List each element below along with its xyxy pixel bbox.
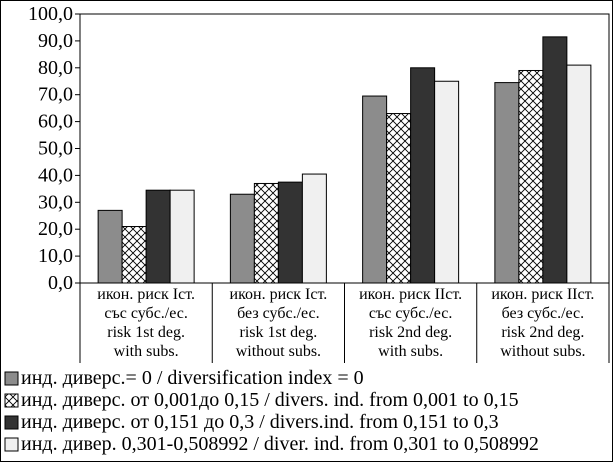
bar: [253, 182, 279, 284]
category-label: risk 1st deg.: [239, 324, 317, 341]
bar: [362, 95, 388, 284]
legend-label: инд. диверс. от 0,001до 0,15 / divers. i…: [21, 389, 519, 411]
category-label: икон. риск Iст.: [230, 286, 328, 303]
category-label: икон. риск Iст.: [97, 286, 195, 303]
bar: [121, 226, 147, 284]
bar: [97, 209, 123, 284]
category-label: със субс./ес.: [369, 305, 452, 322]
legend: инд. диверс.= 0 / diversification index …: [4, 367, 539, 455]
category-label: със субс./ес.: [104, 305, 187, 322]
legend-swatch: [4, 371, 19, 386]
bar: [277, 181, 303, 284]
bar: [229, 193, 255, 284]
bar: [386, 113, 412, 284]
y-tick-label: 40,0: [38, 164, 73, 186]
y-tick-label: 80,0: [38, 57, 73, 79]
category-label: икон. риск IIст.: [359, 286, 462, 303]
bar: [169, 189, 195, 284]
category-label: risk 2nd deg.: [369, 324, 452, 341]
bar: [566, 64, 592, 284]
y-tick-label: 70,0: [38, 84, 73, 106]
category-label: without subs.: [500, 343, 585, 360]
x-axis: икон. риск Iст. със субс./ес. risk 1st deg…: [79, 283, 610, 363]
y-tick-label: 100,0: [28, 3, 73, 25]
category-label: with subs.: [378, 343, 443, 360]
y-axis: 0,0 10,0 20,0 30,0 40,0 50,0 60,0 70,0 80,0 90,0 1…: [28, 3, 610, 294]
legend-label: инд. диверс. от 0,151 до 0,3 / divers.in…: [21, 411, 499, 433]
bar: [434, 80, 460, 284]
category-label: без субс./ес.: [502, 305, 585, 322]
bar: [410, 67, 436, 284]
category-label: икон. риск IIст.: [491, 286, 594, 303]
y-tick-label: 0,0: [48, 272, 73, 294]
category-label: without subs.: [236, 343, 321, 360]
category-label: risk 1st deg.: [107, 324, 185, 341]
legend-label: инд. диверс.= 0 / diversification index …: [21, 367, 364, 389]
bar: [542, 36, 568, 284]
y-tick-label: 50,0: [38, 138, 73, 160]
bar: [145, 189, 171, 284]
y-tick-label: 90,0: [38, 30, 73, 52]
legend-label: инд. дивер. 0,301-0,508992 / diver. ind.…: [21, 433, 539, 455]
bar: [494, 82, 520, 284]
category-label: risk 2nd deg.: [501, 324, 584, 341]
bars: [97, 36, 592, 284]
category-label: без субс./ес.: [237, 305, 320, 322]
y-tick-label: 20,0: [38, 218, 73, 240]
category-label: with subs.: [114, 343, 179, 360]
legend-swatch: [4, 415, 19, 430]
legend-swatch: [4, 393, 19, 408]
y-tick-label: 60,0: [38, 111, 73, 133]
bar: [518, 69, 544, 284]
bar: [301, 173, 327, 284]
y-tick-label: 30,0: [38, 191, 73, 213]
y-tick-label: 10,0: [38, 245, 73, 267]
legend-swatch: [4, 437, 19, 452]
